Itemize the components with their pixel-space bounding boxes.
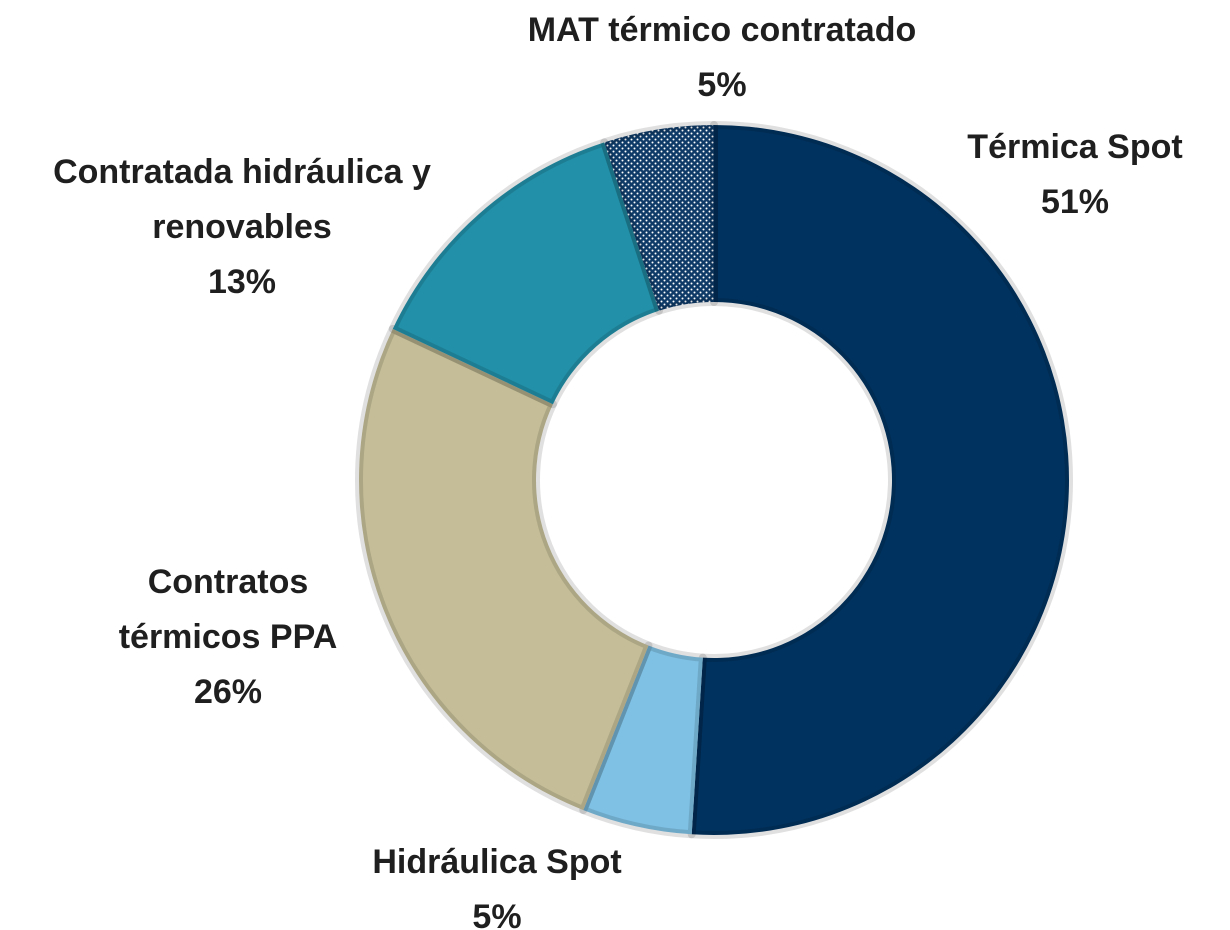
category-name: Térmica Spot — [967, 128, 1183, 166]
donut-slice — [600, 121, 718, 315]
donut-slice — [355, 324, 653, 815]
slice-label: Contratos térmicos PPA 26% — [98, 555, 358, 720]
category-name: Contratada hidráulica y renovables — [53, 153, 431, 246]
category-name: Hidráulica Spot — [372, 843, 622, 881]
slice-label: Térmica Spot 51% — [835, 120, 1230, 230]
slice-label: MAT térmico contratado 5% — [482, 3, 962, 113]
percent-label: 51% — [1040, 183, 1110, 221]
slice-label: Contratada hidráulica y renovables 13% — [22, 145, 462, 310]
percent-label: 5% — [472, 898, 522, 930]
category-name: MAT térmico contratado — [527, 11, 917, 49]
donut-slice — [388, 138, 663, 409]
donut-slice — [579, 641, 707, 839]
percent-label: 5% — [697, 66, 747, 104]
percent-label: 26% — [193, 673, 263, 711]
percent-label: 13% — [207, 263, 277, 301]
slice-label: Hidráulica Spot 5% — [257, 835, 737, 930]
donut-slice — [687, 121, 1073, 839]
category-name: Contratos térmicos PPA — [118, 563, 338, 656]
